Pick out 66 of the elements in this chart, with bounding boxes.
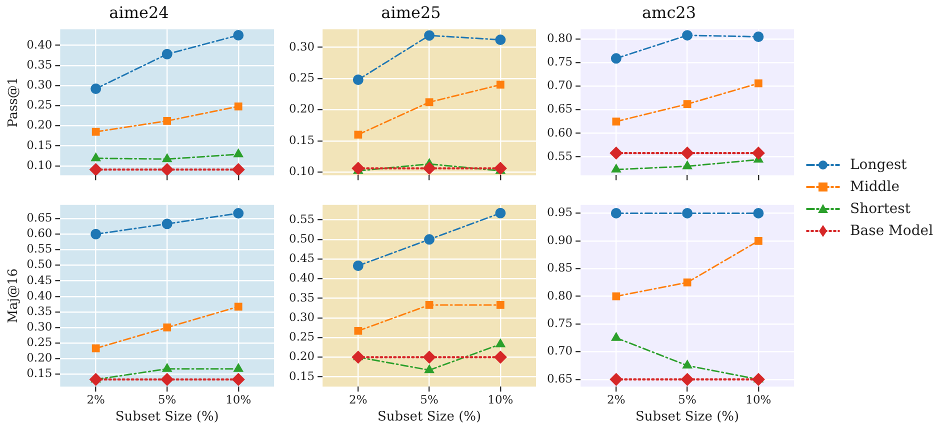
x-tick-label: 5% [678, 392, 696, 406]
y-tick-label: 0.80 [546, 288, 573, 302]
y-tick-label: 0.15 [288, 132, 315, 147]
y-tick-label: 0.20 [26, 350, 52, 365]
y-tick-label: 0.30 [288, 39, 315, 54]
x-tick-label: 5% [420, 392, 438, 406]
y-tick-label: 0.25 [288, 70, 315, 84]
y-tick-label: 0.15 [26, 138, 52, 152]
x-axis-title: Subset Size (%) [115, 410, 219, 425]
x-tick-label: 10% [746, 392, 772, 406]
y-axis-title: Pass@1 [6, 76, 22, 128]
y-tick-label: 0.45 [288, 251, 315, 266]
y-tick-label: 0.15 [26, 366, 52, 380]
chart-title: aime25 [381, 2, 441, 22]
y-tick-label: 0.55 [26, 242, 52, 256]
legend-label: Longest [850, 157, 907, 173]
x-tick-label: 2% [86, 392, 106, 406]
y-tick-label: 0.55 [288, 212, 315, 226]
y-tick-label: 0.20 [288, 102, 315, 116]
chart-title: amc23 [642, 2, 696, 22]
x-axis-title: Subset Size (%) [636, 410, 740, 425]
y-tick-label: 0.80 [546, 31, 573, 46]
x-tick-label: 5% [158, 392, 176, 406]
y-tick-label: 0.20 [288, 349, 315, 364]
y-tick-label: 0.30 [26, 77, 52, 92]
x-tick-label: 2% [607, 392, 626, 406]
chart-title: aime24 [109, 2, 169, 22]
y-axis-title: Maj@16 [6, 268, 22, 324]
y-tick-label: 0.70 [546, 344, 573, 358]
y-tick-label: 0.75 [546, 54, 573, 69]
y-tick-label: 0.60 [546, 125, 573, 140]
y-tick-label: 0.65 [26, 210, 52, 225]
y-tick-label: 0.15 [288, 368, 315, 383]
y-tick-label: 0.10 [288, 164, 315, 178]
y-tick-label: 0.50 [288, 231, 315, 246]
y-tick-label: 0.75 [546, 316, 573, 330]
y-tick-label: 0.25 [26, 98, 52, 112]
y-tick-label: 0.35 [288, 290, 315, 304]
y-tick-label: 0.35 [26, 57, 52, 72]
legend-label: Base Model [850, 223, 934, 239]
y-tick-label: 0.85 [546, 260, 573, 275]
y-tick-label: 0.40 [26, 288, 52, 302]
y-tick-label: 0.55 [546, 148, 573, 163]
y-tick-label: 0.30 [26, 319, 52, 334]
y-tick-label: 0.45 [26, 272, 52, 287]
y-tick-label: 0.50 [26, 257, 52, 272]
y-tick-label: 0.95 [546, 205, 573, 220]
y-tick-label: 0.25 [26, 335, 52, 350]
x-tick-label: 10% [226, 392, 252, 406]
x-axis-title: Subset Size (%) [378, 410, 482, 425]
y-tick-label: 0.65 [546, 102, 573, 116]
y-tick-label: 0.40 [288, 270, 315, 285]
y-tick-label: 0.30 [288, 310, 315, 324]
y-tick-label: 0.65 [546, 371, 573, 386]
legend-label: Middle [850, 179, 900, 195]
x-tick-label: 10% [488, 392, 514, 406]
y-tick-label: 0.35 [26, 304, 52, 318]
y-tick-label: 0.20 [26, 118, 52, 132]
y-tick-label: 0.90 [546, 232, 573, 247]
y-tick-label: 0.25 [288, 330, 315, 344]
y-tick-label: 0.10 [26, 158, 52, 172]
legend-label: Shortest [850, 201, 910, 217]
x-tick-label: 2% [349, 392, 368, 406]
y-tick-label: 0.60 [26, 226, 52, 240]
y-tick-label: 0.40 [26, 37, 52, 52]
y-tick-label: 0.70 [546, 78, 573, 92]
